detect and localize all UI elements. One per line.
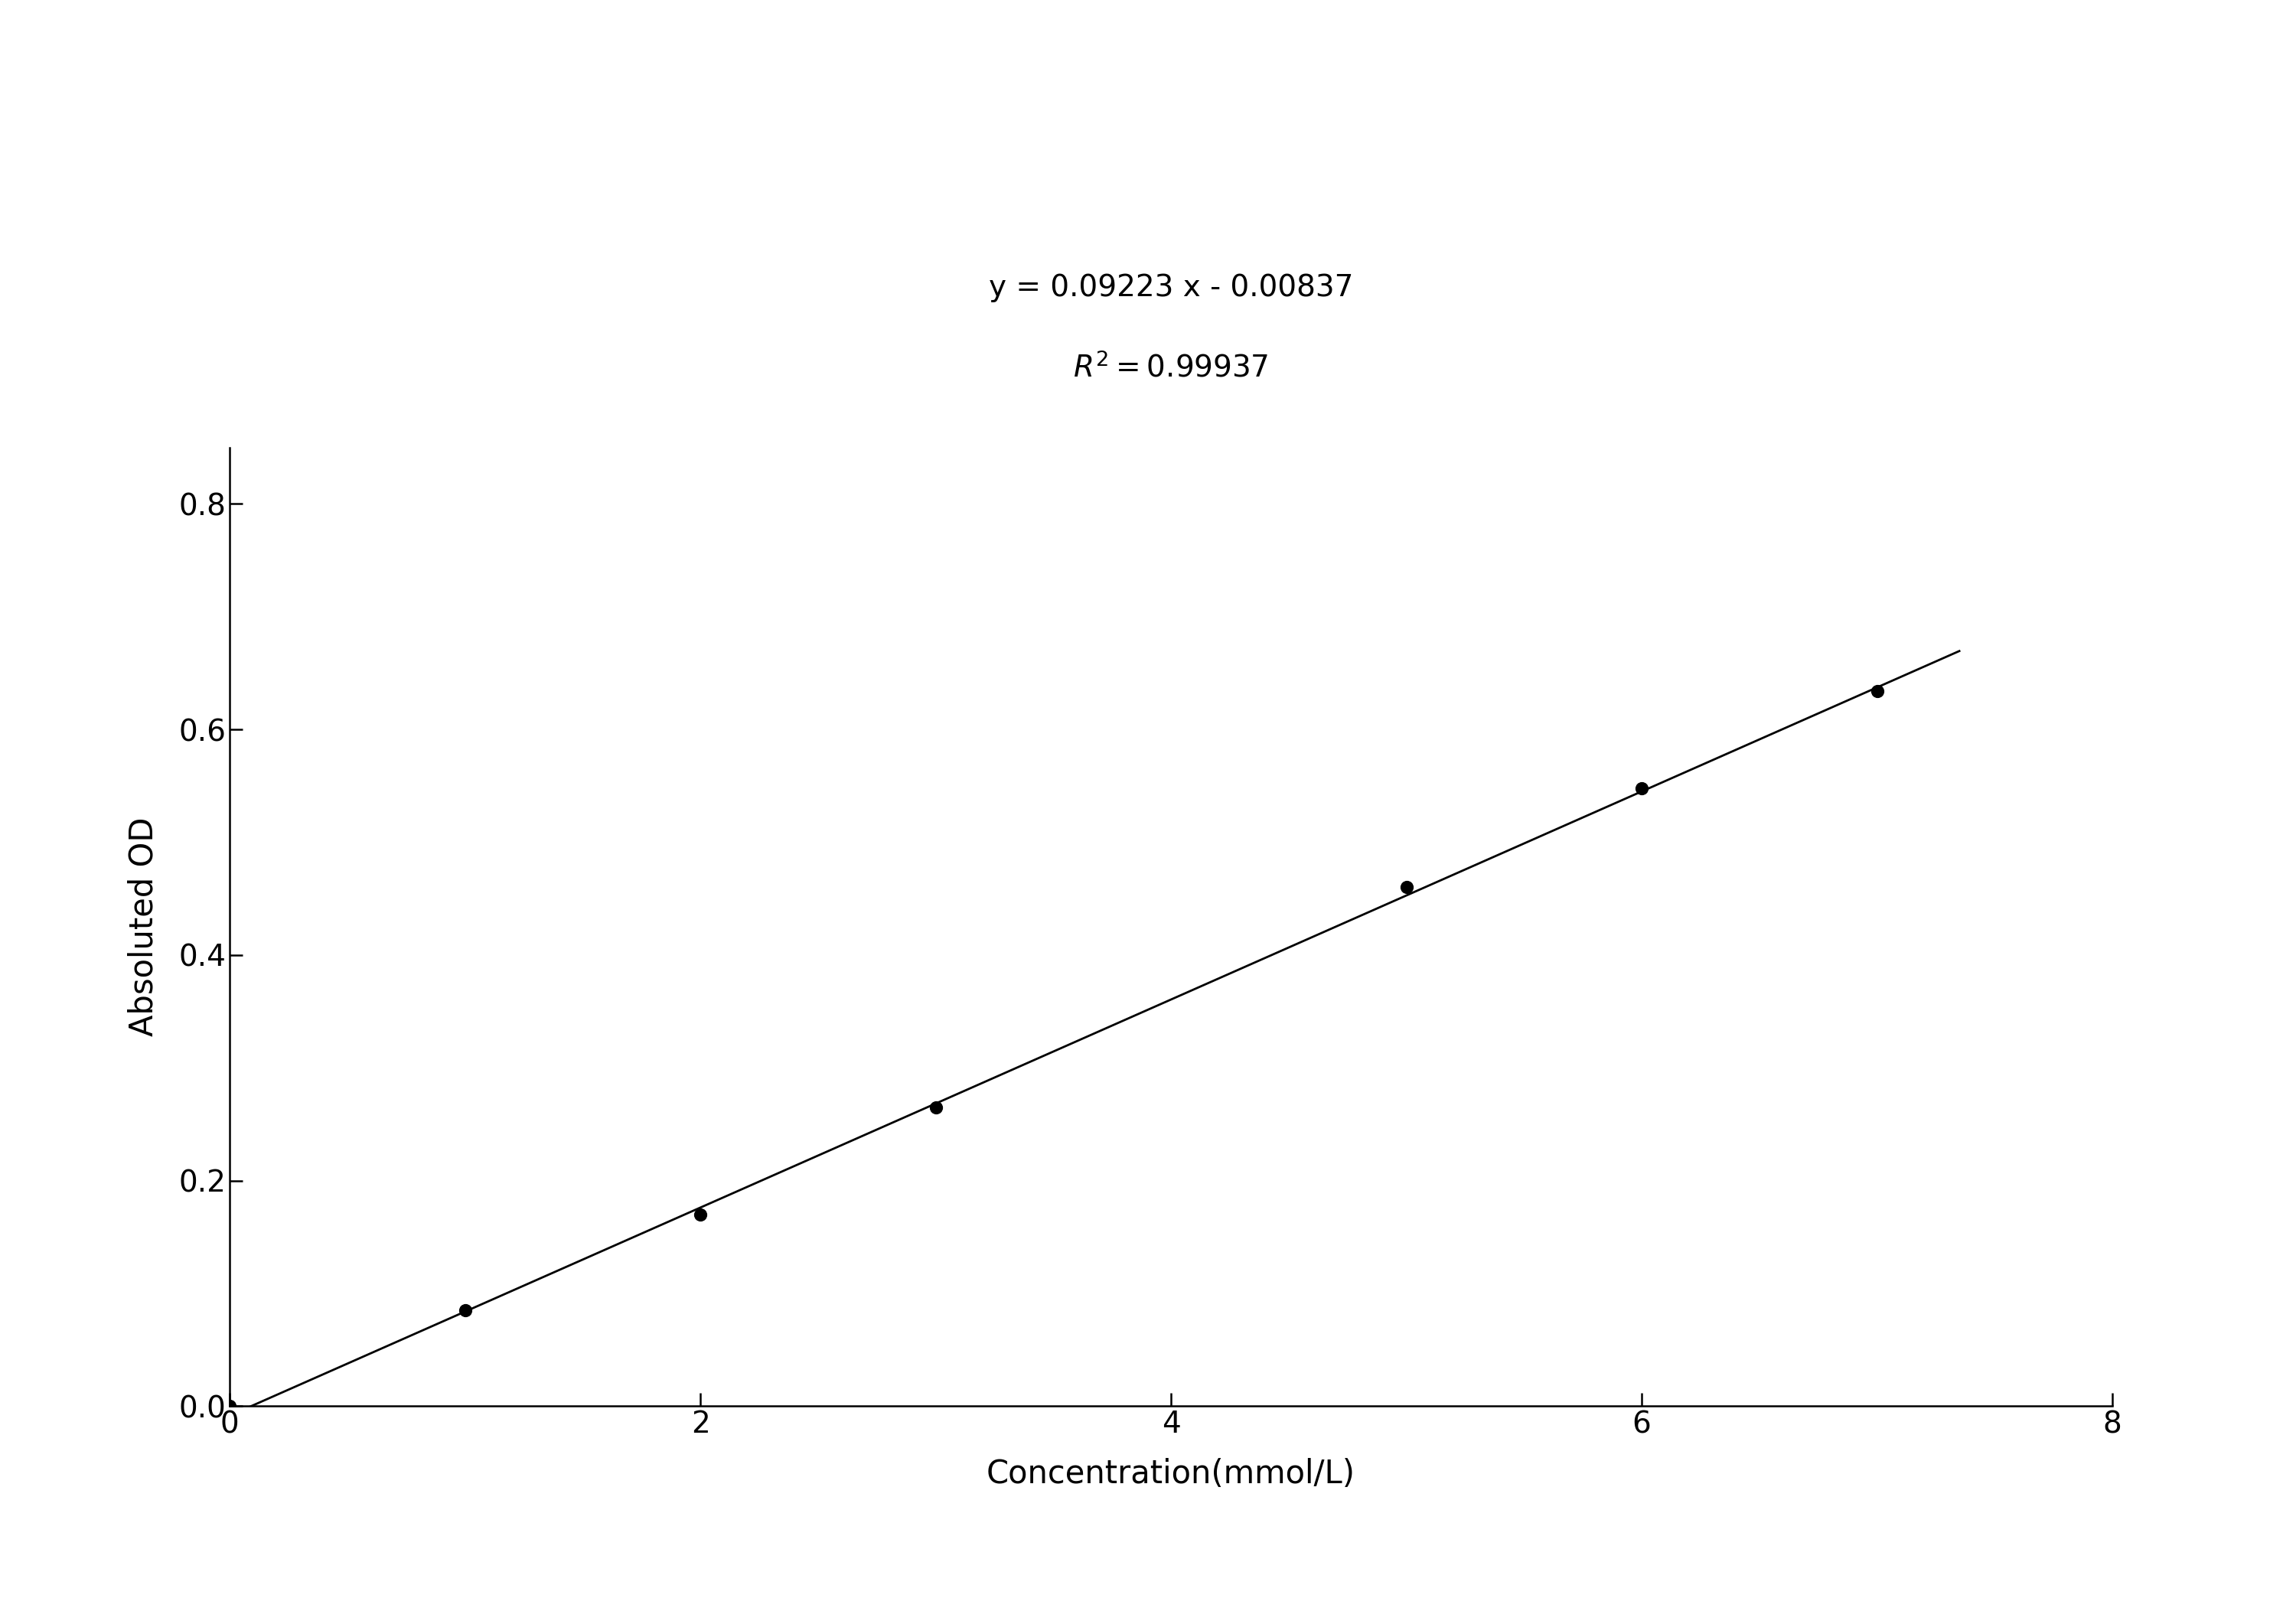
Point xyxy=(682,1202,719,1227)
Point xyxy=(916,1095,955,1120)
Point xyxy=(211,1393,248,1419)
Text: $R^2 = 0.99937$: $R^2 = 0.99937$ xyxy=(1072,352,1270,384)
Point xyxy=(1860,678,1896,703)
X-axis label: Concentration(mmol/L): Concentration(mmol/L) xyxy=(987,1459,1355,1491)
Point xyxy=(445,1298,482,1323)
Point xyxy=(1387,874,1424,900)
Point xyxy=(1623,775,1660,801)
Y-axis label: Absoluted OD: Absoluted OD xyxy=(126,817,158,1037)
Text: y = 0.09223 x - 0.00837: y = 0.09223 x - 0.00837 xyxy=(990,273,1352,302)
